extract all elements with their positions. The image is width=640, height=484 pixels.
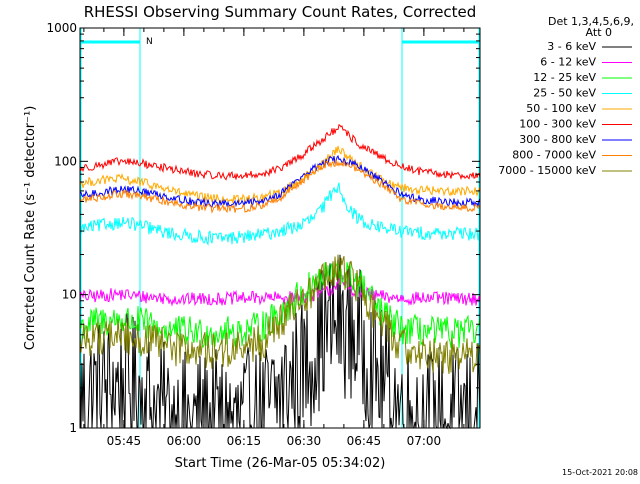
x-tick-label: 06:15 <box>227 434 262 448</box>
series-line-3 <box>79 182 481 246</box>
y-tick-label: 10 <box>62 288 77 302</box>
series-line-7 <box>79 159 481 214</box>
x-tick-label: 06:45 <box>347 434 382 448</box>
axes: 1 10 100 1000 05:45 06:00 06:15 06:30 06:45 07:00 <box>46 21 480 448</box>
legend-label: 300 - 800 keV <box>519 133 596 146</box>
legend-label: 100 - 300 keV <box>519 118 596 131</box>
legend: Det 1,3,4,5,6,9,Att 03 - 6 keV 6 - 12 keV… <box>498 15 634 177</box>
legend-label: 6 - 12 keV <box>540 56 596 69</box>
legend-label: 800 - 7000 keV <box>512 149 596 162</box>
legend-label: 25 - 50 keV <box>533 87 596 100</box>
series-lines <box>79 124 481 430</box>
series-line-8 <box>79 254 481 375</box>
y-tick-label: 1 <box>69 421 77 435</box>
legend-header-line: Det 1,3,4,5,6,9, <box>548 15 634 28</box>
chart-title: RHESSI Observing Summary Count Rates, Co… <box>84 3 477 21</box>
y-tick-label: 1000 <box>46 21 77 35</box>
series-line-5 <box>79 124 481 181</box>
x-tick-label: 05:45 <box>107 434 142 448</box>
x-tick-label: 06:00 <box>167 434 202 448</box>
legend-header-line: Att 0 <box>586 26 612 39</box>
legend-label: 50 - 100 keV <box>526 102 596 115</box>
legend-label: 3 - 6 keV <box>547 40 596 53</box>
y-axis-label: Corrected Count Rate (s⁻¹ detector⁻¹) <box>23 106 38 351</box>
x-tick-label: 06:30 <box>287 434 322 448</box>
x-tick-label: 07:00 <box>407 434 442 448</box>
legend-label: 12 - 25 keV <box>533 71 596 84</box>
night-flag-label: N <box>146 37 153 47</box>
plot-frame <box>79 27 481 429</box>
series-line-1 <box>79 273 481 307</box>
y-tick-label: 100 <box>54 154 77 168</box>
series-line-2 <box>79 259 481 349</box>
legend-label: 7000 - 15000 keV <box>498 164 596 177</box>
observing-segments: N <box>80 28 480 428</box>
footer-timestamp: 15-Oct-2021 20:08 <box>562 468 638 477</box>
x-axis-label: Start Time (26-Mar-05 05:34:02) <box>175 456 386 471</box>
